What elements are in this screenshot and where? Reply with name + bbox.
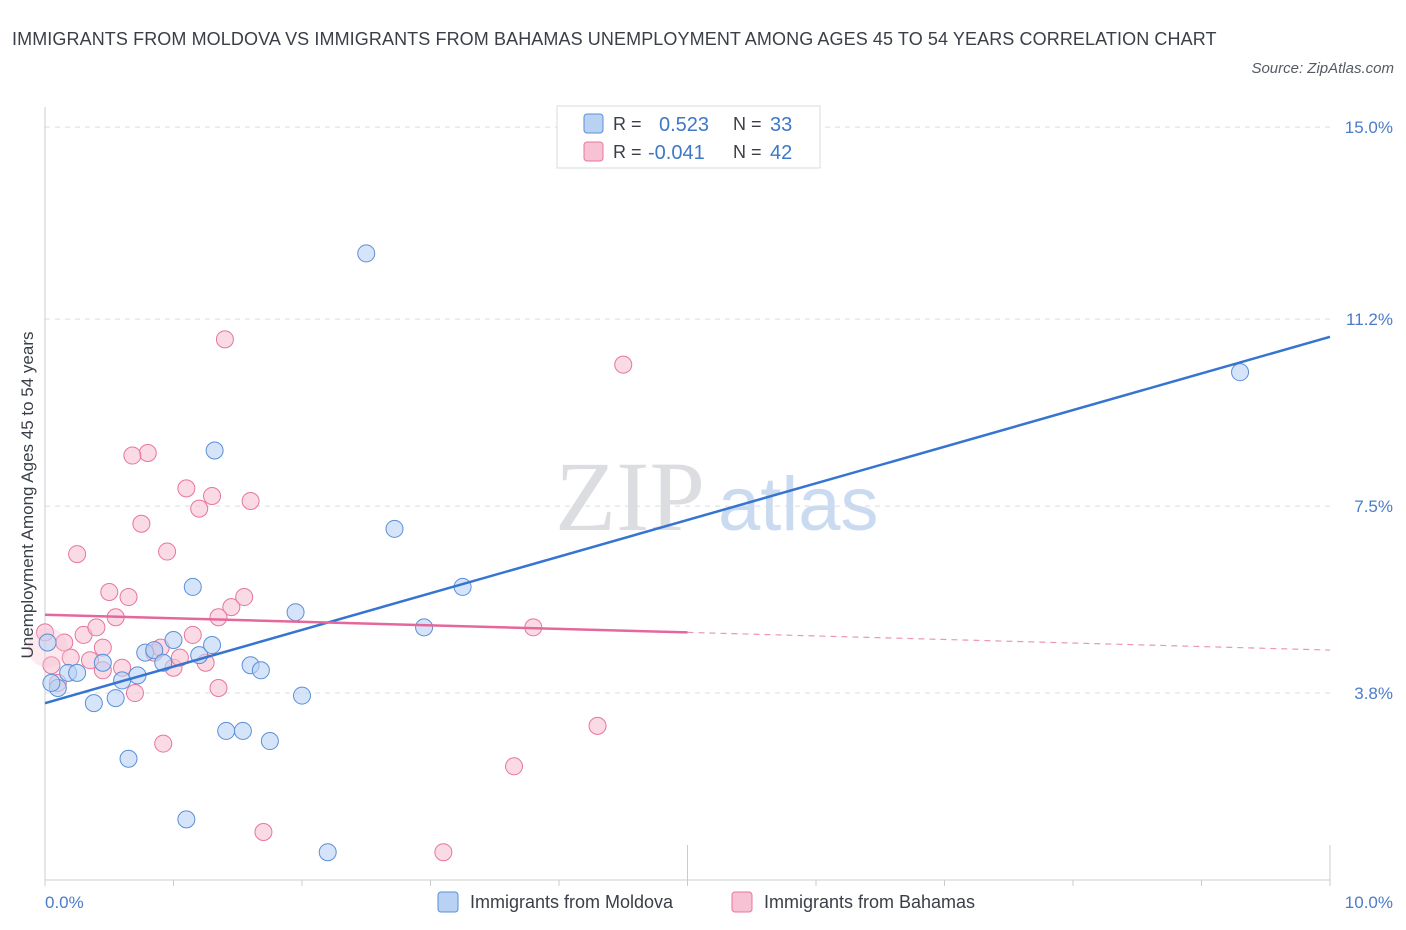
bahamas-point-1 [42, 656, 61, 675]
moldova-point-5 [93, 653, 112, 672]
bahamas-point-16 [138, 444, 157, 463]
moldova-point-32 [42, 673, 61, 692]
bahamas-trend-extension [687, 631, 1331, 651]
moldova-point-23 [260, 732, 279, 751]
moldova-point-20 [233, 721, 252, 740]
legend-swatch-moldova [583, 113, 604, 134]
bahamas-point-33 [123, 446, 142, 465]
moldova-point-31 [1231, 363, 1250, 382]
bahamas-point-32 [254, 822, 273, 841]
moldova-point-13 [164, 630, 183, 649]
bahamas-point-21 [170, 648, 189, 667]
moldova-point-28 [385, 519, 404, 538]
moldova-point-3 [68, 663, 87, 682]
legend-r-value-bahamas: -0.041 [648, 142, 705, 164]
bahamas-points [27, 330, 633, 862]
legend-r-label-moldova: R = [613, 114, 642, 134]
bahamas-point-28 [215, 330, 234, 349]
bahamas-point-24 [190, 499, 209, 518]
moldova-point-4 [84, 694, 103, 713]
y-tick-label-1: 7.5% [1354, 497, 1393, 516]
legend-r-label-bahamas: R = [613, 142, 642, 162]
bahamas-point-23 [183, 625, 202, 644]
watermark-zip: ZIP [555, 441, 705, 552]
bahamas-point-5 [68, 545, 87, 564]
legend-n-value-moldova: 33 [770, 114, 792, 136]
bahamas-point-38 [505, 757, 524, 776]
bahamas-point-14 [125, 684, 144, 703]
series-legend: Immigrants from Moldova Immigrants from … [437, 891, 975, 913]
bahamas-point-9 [93, 638, 112, 657]
legend-swatch-bahamas [583, 141, 604, 162]
bahamas-point-15 [132, 514, 151, 533]
moldova-trend-line [44, 335, 1331, 705]
legend-r-value-moldova: 0.523 [659, 114, 709, 136]
y-tick-label-2: 11.2% [1346, 310, 1393, 329]
legend-n-value-bahamas: 42 [770, 142, 792, 164]
bahamas-point-41 [614, 355, 633, 374]
bottom-legend-swatch-bahamas [731, 891, 753, 913]
moldova-point-6 [106, 689, 125, 708]
moldova-point-0 [38, 633, 57, 652]
y-tick-label-3: 15.0% [1345, 118, 1393, 137]
trend-lines [44, 335, 1331, 705]
y-tick-label-0: 3.8% [1354, 684, 1393, 703]
moldova-point-29 [415, 618, 434, 637]
x-tick-label-0: 0.0% [45, 893, 84, 912]
moldova-point-26 [318, 843, 337, 862]
legend-n-label-moldova: N = [733, 114, 762, 134]
bahamas-trend-line [44, 613, 688, 634]
bahamas-point-35 [154, 734, 173, 753]
bottom-legend-label-moldova: Immigrants from Moldova [470, 892, 674, 912]
bahamas-point-36 [209, 608, 228, 627]
bahamas-point-22 [177, 479, 196, 498]
bahamas-point-40 [588, 716, 607, 735]
bahamas-point-27 [209, 678, 228, 697]
moldova-point-25 [293, 686, 311, 705]
moldova-point-27 [357, 244, 376, 263]
bahamas-point-13 [119, 588, 138, 607]
moldova-point-8 [119, 749, 138, 768]
y-tick-labels: 3.8% 7.5% 11.2% 15.0% [1345, 118, 1393, 703]
moldova-point-14 [177, 810, 196, 829]
bahamas-point-10 [100, 582, 119, 601]
chart-title: IMMIGRANTS FROM MOLDOVA VS IMMIGRANTS FR… [12, 29, 1217, 49]
x-tick-labels: 0.0% 10.0% [45, 893, 1393, 912]
bottom-legend-swatch-moldova [437, 891, 459, 913]
axes [44, 107, 1331, 886]
moldova-point-24 [286, 603, 305, 622]
bahamas-point-37 [434, 843, 453, 862]
moldova-point-11 [145, 641, 164, 660]
moldova-points [38, 244, 1250, 862]
y-axis-title: Unemployment Among Ages 45 to 54 years [18, 332, 37, 659]
bahamas-point-8 [87, 618, 106, 637]
bahamas-point-29 [222, 598, 241, 617]
moldova-point-17 [203, 636, 222, 655]
source-label: Source: ZipAtlas.com [1251, 60, 1394, 77]
bahamas-point-31 [241, 492, 260, 511]
correlation-legend: R = 0.523 N = 33 R = -0.041 N = 42 [556, 105, 821, 169]
moldova-point-18 [205, 441, 224, 460]
bahamas-point-26 [203, 486, 222, 505]
moldova-point-22 [251, 661, 270, 680]
moldova-point-19 [217, 721, 236, 740]
x-tick-label-1: 10.0% [1345, 893, 1393, 912]
moldova-point-15 [183, 577, 202, 596]
legend-n-label-bahamas: N = [733, 142, 762, 162]
bahamas-point-30 [235, 588, 254, 607]
bottom-legend-label-bahamas: Immigrants from Bahamas [764, 892, 975, 912]
bahamas-point-19 [158, 542, 177, 561]
